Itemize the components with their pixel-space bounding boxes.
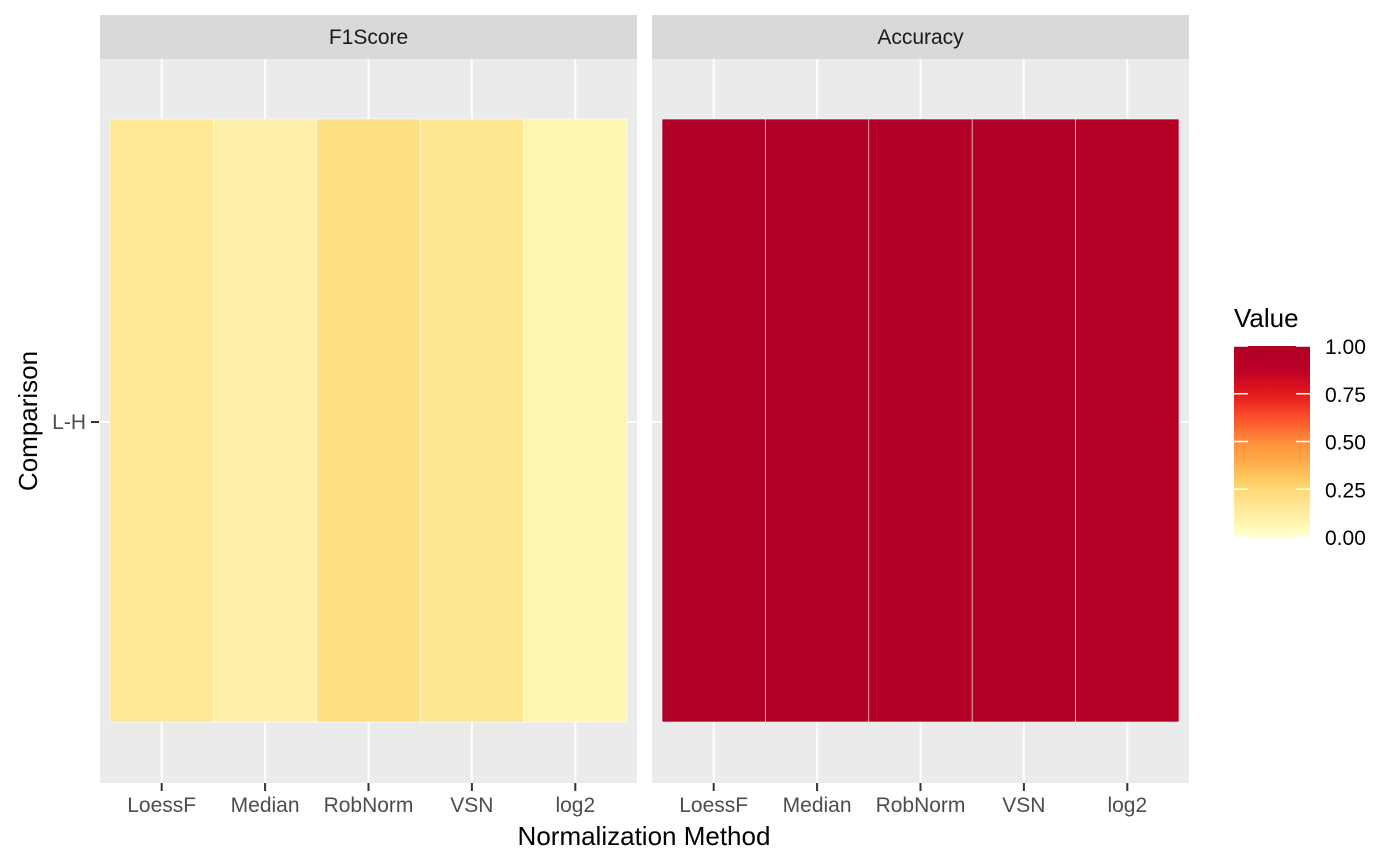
x-tick-label: LoessF (679, 794, 748, 817)
facet-strip (652, 15, 1189, 59)
heatmap-tile-RobNorm (316, 118, 421, 723)
x-tick-label: RobNorm (876, 794, 966, 817)
x-tick-label: LoessF (127, 794, 196, 817)
heatmap-tile-VSN (419, 118, 524, 723)
x-tick-label: log2 (555, 794, 595, 817)
x-tick-label: Median (231, 794, 300, 817)
legend-tick-label: 0.75 (1325, 384, 1366, 407)
facet-strip-label: Accuracy (877, 26, 964, 49)
x-tick-label: VSN (1002, 794, 1045, 817)
facet-panel-F1Score: F1Score LoessF Median RobNorm VSN log2 (100, 15, 637, 817)
legend-tick-label: 0.50 (1325, 432, 1366, 455)
facet-strip (100, 15, 637, 59)
legend-ticks: 1.00 0.75 0.50 0.25 0.00 (1234, 336, 1366, 550)
heatmap-tile-RobNorm (868, 118, 973, 723)
heatmap-tile-Median (213, 118, 318, 723)
heatmap-tile-LoessF (109, 118, 214, 723)
facet-panel-Accuracy: Accuracy LoessF Median RobNorm VSN log2 (652, 15, 1189, 817)
x-axis-title: Normalization Method (518, 821, 771, 851)
x-tick-label: log2 (1107, 794, 1147, 817)
legend-tick-label: 0.00 (1325, 527, 1366, 550)
legend: Value 1.00 0.75 0.50 0.25 0.00 (1234, 303, 1366, 550)
legend-tick-label: 0.25 (1325, 479, 1366, 502)
heatmap-tile-Median (765, 118, 870, 723)
heatmap-tile-log2 (1075, 118, 1180, 723)
y-tick-label: L-H (52, 411, 86, 434)
heatmap-tile-VSN (971, 118, 1076, 723)
y-axis-title: Comparison (13, 351, 43, 491)
x-tick-label: Median (783, 794, 852, 817)
heatmap-tile-LoessF (661, 118, 766, 723)
x-tick-label: VSN (450, 794, 493, 817)
legend-tick-label: 1.00 (1325, 336, 1366, 359)
heatmap-tile-log2 (523, 118, 628, 723)
legend-title: Value (1234, 303, 1299, 333)
facet-strip-label: F1Score (329, 26, 408, 49)
x-tick-label: RobNorm (324, 794, 414, 817)
